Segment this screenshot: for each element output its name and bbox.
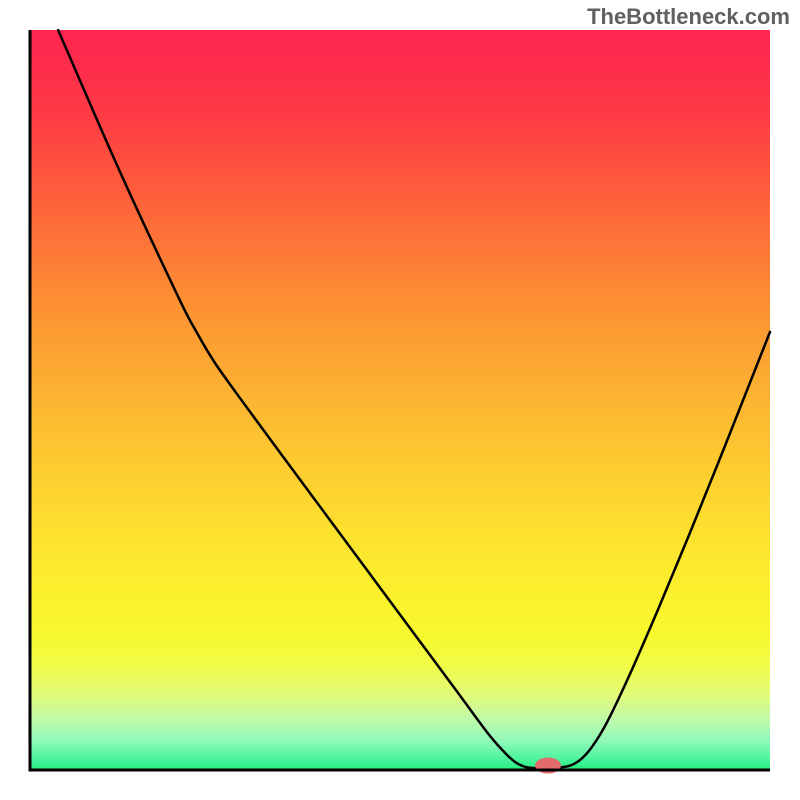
chart-container: TheBottleneck.com <box>0 0 800 800</box>
bottleneck-chart <box>0 0 800 800</box>
watermark-text: TheBottleneck.com <box>587 4 790 30</box>
plot-background <box>30 30 770 770</box>
